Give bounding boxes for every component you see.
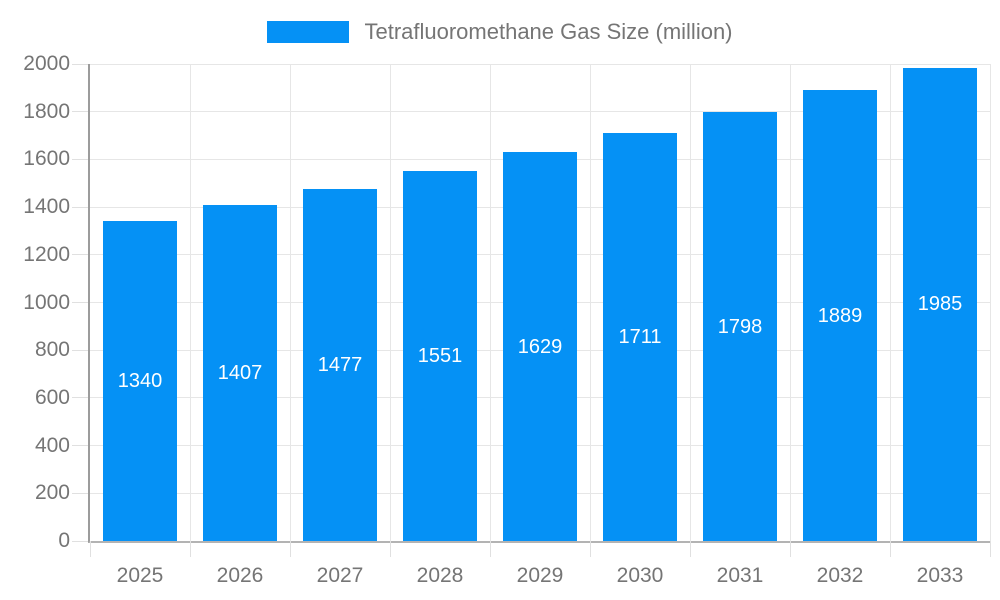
bar[interactable]: 1340 xyxy=(103,221,177,541)
y-axis-label: 1600 xyxy=(23,147,70,171)
y-axis-tick xyxy=(72,63,88,65)
y-axis-label: 1200 xyxy=(23,242,70,266)
y-axis-tick xyxy=(72,492,88,494)
plot-area: 1340 1407 1477 1551 1629 1711 1798 1889 1985 xyxy=(72,63,991,557)
bar[interactable]: 1985 xyxy=(903,67,977,541)
x-axis-tick xyxy=(889,541,891,557)
x-axis-label: 2033 xyxy=(916,564,964,587)
x-axis-label: 2025 xyxy=(116,564,164,587)
y-axis-tick xyxy=(72,158,88,160)
bar[interactable]: 1889 xyxy=(803,90,877,541)
legend-label: Tetrafluoromethane Gas Size (million) xyxy=(364,19,733,44)
bar-value-label: 1985 xyxy=(917,293,963,316)
bar[interactable]: 1477 xyxy=(303,188,377,541)
h-gridline xyxy=(90,111,990,113)
y-axis-tick xyxy=(72,397,88,399)
y-axis-tick xyxy=(72,206,88,208)
bar[interactable]: 1551 xyxy=(403,171,477,541)
y-axis-label: 1800 xyxy=(23,99,70,123)
v-gridline xyxy=(489,64,491,541)
y-axis-label: 400 xyxy=(34,433,70,457)
bar-value-label: 1711 xyxy=(618,325,662,348)
bar-value-label: 1477 xyxy=(317,353,363,376)
y-axis-label: 0 xyxy=(58,529,70,552)
y-axis-label: 800 xyxy=(34,338,70,362)
y-axis-label: 600 xyxy=(34,385,70,409)
h-gridline xyxy=(90,63,990,65)
y-axis-tick xyxy=(72,540,88,542)
y-axis-tick xyxy=(72,111,88,113)
y-axis-labels: 0 200 400 600 800 1000 1200 1400 1600 1800 2000 xyxy=(0,52,70,552)
legend: Tetrafluoromethane Gas Size (million) xyxy=(0,17,1000,47)
x-axis-label: 2029 xyxy=(516,564,564,587)
bar[interactable]: 1711 xyxy=(603,132,677,541)
x-axis-tick xyxy=(189,541,191,557)
v-gridline xyxy=(689,64,691,541)
y-axis-label: 1400 xyxy=(23,195,70,219)
x-axis-label: 2032 xyxy=(816,564,864,587)
x-axis-tick xyxy=(589,541,591,557)
x-axis-tick xyxy=(689,541,691,557)
bar[interactable]: 1407 xyxy=(203,205,277,541)
x-axis-label: 2031 xyxy=(716,564,764,587)
bar-value-label: 1551 xyxy=(417,345,463,368)
y-axis-label: 2000 xyxy=(23,52,70,75)
bar-value-label: 1340 xyxy=(117,370,163,393)
y-axis-label: 1000 xyxy=(23,290,70,314)
x-axis-label: 2030 xyxy=(616,564,664,587)
y-axis-tick xyxy=(72,349,88,351)
y-axis-tick xyxy=(72,254,88,256)
bar-value-label: 1629 xyxy=(517,335,563,358)
x-axis-tick xyxy=(89,541,91,557)
v-gridline xyxy=(589,64,591,541)
x-axis-tick xyxy=(489,541,491,557)
legend-swatch xyxy=(267,21,350,43)
v-gridline xyxy=(989,64,991,541)
x-axis-label: 2028 xyxy=(416,564,464,587)
y-axis-label: 200 xyxy=(34,481,70,505)
x-axis-tick xyxy=(789,541,791,557)
v-gridline xyxy=(789,64,791,541)
v-gridline xyxy=(189,64,191,541)
bar-value-label: 1407 xyxy=(217,362,263,385)
v-gridline xyxy=(389,64,391,541)
bar[interactable]: 1798 xyxy=(703,112,777,541)
bar-value-label: 1798 xyxy=(717,315,763,338)
x-axis-label: 2027 xyxy=(316,564,364,587)
v-gridline xyxy=(889,64,891,541)
y-axis-tick xyxy=(72,445,88,447)
bar-value-label: 1889 xyxy=(817,304,863,327)
x-axis-tick xyxy=(989,541,991,557)
v-gridline xyxy=(289,64,291,541)
bar[interactable]: 1629 xyxy=(503,152,577,541)
y-axis-tick xyxy=(72,302,88,303)
x-axis-tick xyxy=(389,541,391,557)
x-axis-labels: 2025 2026 2027 2028 2029 2030 2031 2032 2033 xyxy=(90,560,990,592)
x-axis-tick xyxy=(289,541,291,557)
x-axis-label: 2026 xyxy=(216,564,264,587)
